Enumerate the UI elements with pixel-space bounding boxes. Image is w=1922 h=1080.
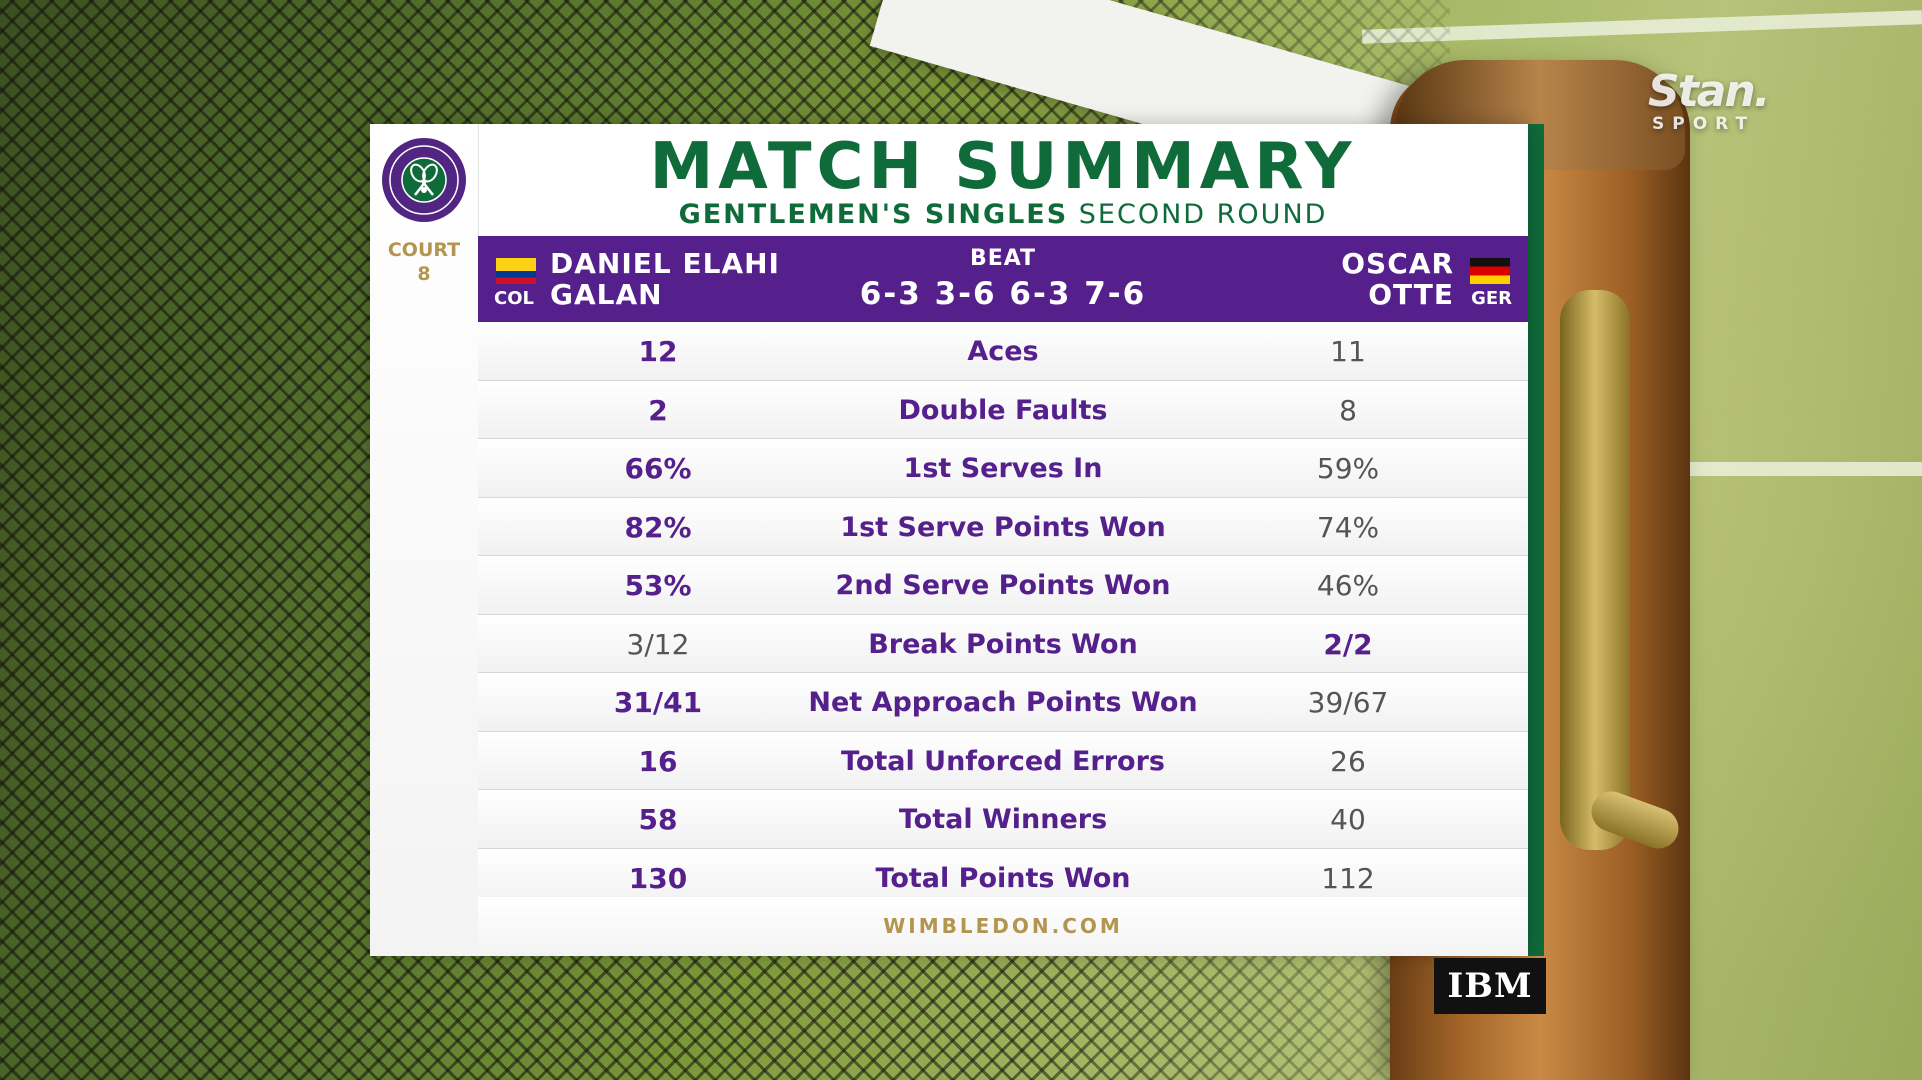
broadcaster-name: Stan. <box>1648 66 1770 117</box>
stat-row: 3/12 Break Points Won 2/2 <box>478 614 1528 673</box>
court-word: COURT <box>387 239 461 261</box>
player1-stat: 16 <box>638 744 678 778</box>
player1-stat: 82% <box>624 510 692 544</box>
card-sidebar: COURT 8 <box>370 124 479 956</box>
result-banner: COL DANIEL ELAHI GALAN BEAT 6-3 3-6 6-3 … <box>478 236 1528 322</box>
player2-stat: 40 <box>1330 803 1366 836</box>
stat-row: 58 Total Winners 40 <box>478 790 1528 849</box>
stat-row: 66% 1st Serves In 59% <box>478 439 1528 498</box>
stat-label: 1st Serve Points Won <box>840 511 1166 543</box>
court-label: COURT 8 <box>370 238 478 286</box>
player2-country: GER <box>1471 288 1512 309</box>
event-subtitle: GENTLEMEN'S SINGLES SECOND ROUND <box>478 198 1528 232</box>
broadcaster-sub: SPORT <box>1652 114 1756 134</box>
match-score: 6-3 3-6 6-3 7-6 <box>859 276 1147 312</box>
stat-row: 82% 1st Serve Points Won 74% <box>478 497 1528 556</box>
stat-label: Net Approach Points Won <box>808 687 1198 718</box>
player2-last-name: OTTE <box>1368 278 1454 311</box>
germany-flag-icon <box>1470 258 1510 284</box>
event-name: GENTLEMEN'S SINGLES <box>678 199 1069 230</box>
page-title: MATCH SUMMARY <box>649 130 1357 204</box>
stat-row: 16 Total Unforced Errors 26 <box>478 731 1528 790</box>
court-line <box>1662 462 1922 476</box>
stat-label: 1st Serves In <box>903 453 1103 484</box>
result-verb: BEAT <box>969 246 1037 271</box>
player2-stat: 26 <box>1330 744 1366 778</box>
player2-stat: 11 <box>1330 335 1366 368</box>
player1-stat: 12 <box>638 335 678 368</box>
match-summary-card: COURT 8 MATCH SUMMARY GENTLEMEN'S SINGLE… <box>370 124 1528 956</box>
stat-label: Double Faults <box>898 394 1108 426</box>
stat-label: 2nd Serve Points Won <box>835 570 1171 601</box>
stat-label: Total Points Won <box>875 862 1131 894</box>
net-winder <box>1560 290 1630 850</box>
stat-label: Break Points Won <box>868 628 1138 660</box>
stat-row: 2 Double Faults 8 <box>478 380 1528 439</box>
stats-table: 12 Aces 11 2 Double Faults 8 66% 1st Ser… <box>478 322 1528 907</box>
player1-stat: 58 <box>638 803 678 836</box>
player1-last-name: GALAN <box>550 278 663 311</box>
court-number: 8 <box>417 263 431 285</box>
player2-stat: 74% <box>1316 510 1380 544</box>
colombia-flag-icon <box>496 258 536 284</box>
player1-stat: 3/12 <box>626 627 690 661</box>
card-accent-bar <box>1528 124 1544 956</box>
player2-stat: 8 <box>1339 393 1357 427</box>
player2-stat: 59% <box>1316 452 1380 485</box>
event-round: SECOND ROUND <box>1078 199 1328 230</box>
broadcaster-logo: Stan. SPORT <box>1648 66 1770 135</box>
player2-stat: 2/2 <box>1323 627 1373 661</box>
stat-label: Total Unforced Errors <box>841 745 1165 777</box>
website-footer: WIMBLEDON.COM <box>478 897 1528 956</box>
player2-name: OSCAR OTTE <box>1341 248 1454 310</box>
player1-country: COL <box>494 288 534 309</box>
stat-row: 12 Aces 11 <box>478 322 1528 381</box>
player1-stat: 130 <box>628 861 688 895</box>
player1-first-name: DANIEL ELAHI <box>550 247 780 280</box>
stat-row: 53% 2nd Serve Points Won 46% <box>478 556 1528 615</box>
sponsor-logo: IBM <box>1434 958 1546 1014</box>
crossed-rackets-icon <box>389 145 459 215</box>
player2-stat: 46% <box>1316 569 1380 602</box>
stat-label: Total Winners <box>898 804 1108 835</box>
player1-stat: 53% <box>624 569 692 602</box>
stat-label: Aces <box>967 336 1039 367</box>
wimbledon-logo-icon <box>382 138 466 222</box>
player1-stat: 2 <box>648 393 668 427</box>
player2-stat: 39/67 <box>1307 686 1389 719</box>
player2-stat: 112 <box>1321 861 1375 895</box>
player1-name: DANIEL ELAHI GALAN <box>550 248 780 310</box>
player2-first-name: OSCAR <box>1341 247 1454 280</box>
player1-stat: 66% <box>624 452 692 485</box>
player1-stat: 31/41 <box>613 686 703 719</box>
stat-row: 31/41 Net Approach Points Won 39/67 <box>478 673 1528 732</box>
